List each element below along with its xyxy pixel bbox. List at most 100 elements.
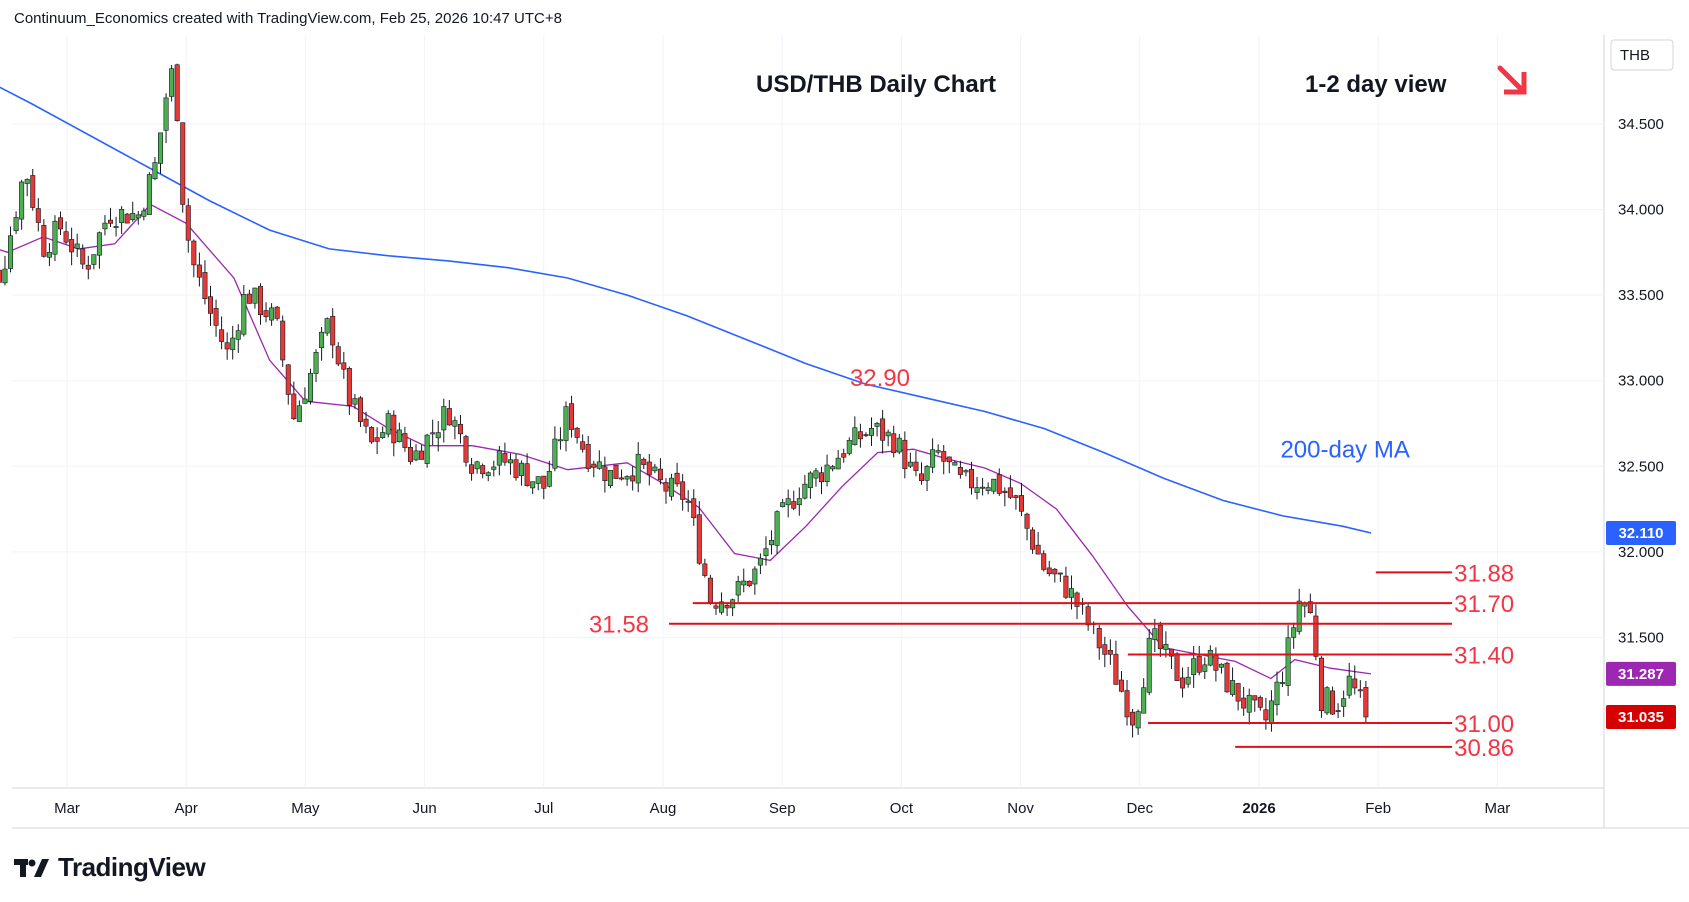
- x-tick-label: Dec: [1126, 800, 1153, 817]
- candle-body: [1007, 487, 1013, 498]
- y-axis-labels: 31.500 32.000 32.500 33.000 33.500 34.000 34.5…: [1618, 116, 1664, 646]
- candle-body: [1274, 681, 1280, 706]
- candle-body: [252, 287, 258, 304]
- candle-body: [652, 466, 658, 472]
- candle-body: [1313, 615, 1319, 657]
- x-tick-label: 2026: [1242, 800, 1275, 817]
- y-tick-label: 33.000: [1618, 373, 1664, 390]
- candle-body: [302, 398, 308, 404]
- candle-body: [519, 462, 525, 476]
- candle-body: [591, 463, 597, 468]
- candle-body: [580, 441, 586, 450]
- candle-body: [196, 264, 202, 278]
- plot-area[interactable]: [12, 35, 1604, 788]
- candle-body: [91, 254, 97, 265]
- candle-body: [246, 293, 252, 304]
- candle-body: [380, 432, 386, 438]
- candle-body: [1218, 663, 1224, 668]
- candle-body: [1030, 529, 1036, 550]
- candle-body: [541, 475, 547, 489]
- candle-body: [785, 498, 791, 506]
- candle-body: [413, 450, 419, 461]
- candle-body: [1291, 627, 1297, 638]
- candle-body: [735, 581, 741, 596]
- candle-body: [1163, 644, 1169, 650]
- candle-body: [985, 487, 991, 491]
- candle-body: [691, 498, 697, 518]
- level-label: 31.00: [1454, 711, 1514, 738]
- down-right-arrow-icon: [1497, 65, 1527, 95]
- candles-group: [0, 63, 1369, 738]
- x-tick-label: Oct: [890, 800, 914, 817]
- candle-body: [35, 208, 41, 223]
- candle-body: [1157, 624, 1163, 650]
- tradingview-brand[interactable]: TradingView: [14, 852, 206, 883]
- candle-body: [419, 450, 425, 460]
- candle-body: [269, 307, 275, 321]
- candle-body: [1302, 603, 1308, 607]
- candle-body: [707, 577, 713, 603]
- candle-body: [869, 428, 875, 436]
- candle-body: [819, 472, 825, 483]
- candle-body: [752, 568, 758, 585]
- candle-body: [918, 473, 924, 482]
- candle-body: [280, 320, 286, 361]
- candle-body: [1257, 697, 1263, 708]
- candle-body: [1230, 680, 1236, 695]
- candle-body: [30, 175, 36, 208]
- candle-body: [1141, 687, 1147, 714]
- candle-body: [902, 439, 908, 469]
- candle-body: [1363, 687, 1369, 718]
- level-label: 31.70: [1454, 591, 1514, 618]
- candle-body: [102, 222, 108, 230]
- candle-body: [891, 433, 897, 454]
- candle-body: [124, 213, 130, 224]
- candle-body: [630, 475, 636, 482]
- candle-body: [946, 456, 952, 463]
- candle-body: [791, 501, 797, 509]
- candle-body: [863, 434, 869, 437]
- candle-body: [769, 539, 775, 546]
- candle-body: [685, 500, 691, 503]
- candle-body: [941, 451, 947, 462]
- candle-body: [1096, 628, 1102, 649]
- candle-body: [41, 225, 47, 257]
- candle-body: [257, 286, 263, 315]
- candle-body: [346, 368, 352, 406]
- y-tick-label: 34.500: [1618, 116, 1664, 133]
- price-badge-label: 31.287: [1618, 666, 1664, 683]
- candle-body: [702, 563, 708, 576]
- price-badge: [1606, 661, 1676, 686]
- candle-body: [224, 342, 230, 350]
- candle-body: [391, 414, 397, 444]
- candle-body: [341, 362, 347, 370]
- candle-body: [524, 463, 530, 486]
- candle-body: [530, 481, 536, 489]
- candle-body: [469, 464, 475, 474]
- candle-body: [663, 482, 669, 492]
- candle-body: [1196, 655, 1202, 673]
- price-badge-label: 32.110: [1618, 525, 1663, 542]
- candle-body: [813, 470, 819, 479]
- currency-label: THB: [1620, 47, 1650, 64]
- candle-body: [480, 465, 486, 475]
- candle-body: [1324, 687, 1330, 714]
- candle-body: [1341, 698, 1347, 707]
- candle-body: [158, 132, 164, 164]
- candle-body: [841, 453, 847, 458]
- peak-annotation: 32.90: [850, 365, 910, 392]
- chart-title: USD/THB Daily Chart: [756, 71, 996, 98]
- candle-body: [74, 243, 80, 249]
- level-label: 31.88: [1454, 560, 1514, 587]
- candle-body: [1035, 544, 1041, 555]
- candle-body: [113, 226, 119, 228]
- candle-body: [330, 315, 336, 346]
- candle-body: [58, 217, 64, 230]
- candle-body: [1052, 568, 1058, 575]
- y-tick-label: 33.500: [1618, 287, 1664, 304]
- candle-body: [324, 318, 330, 334]
- candle-body: [207, 296, 213, 314]
- candle-body: [996, 474, 1002, 494]
- candle-body: [535, 476, 541, 484]
